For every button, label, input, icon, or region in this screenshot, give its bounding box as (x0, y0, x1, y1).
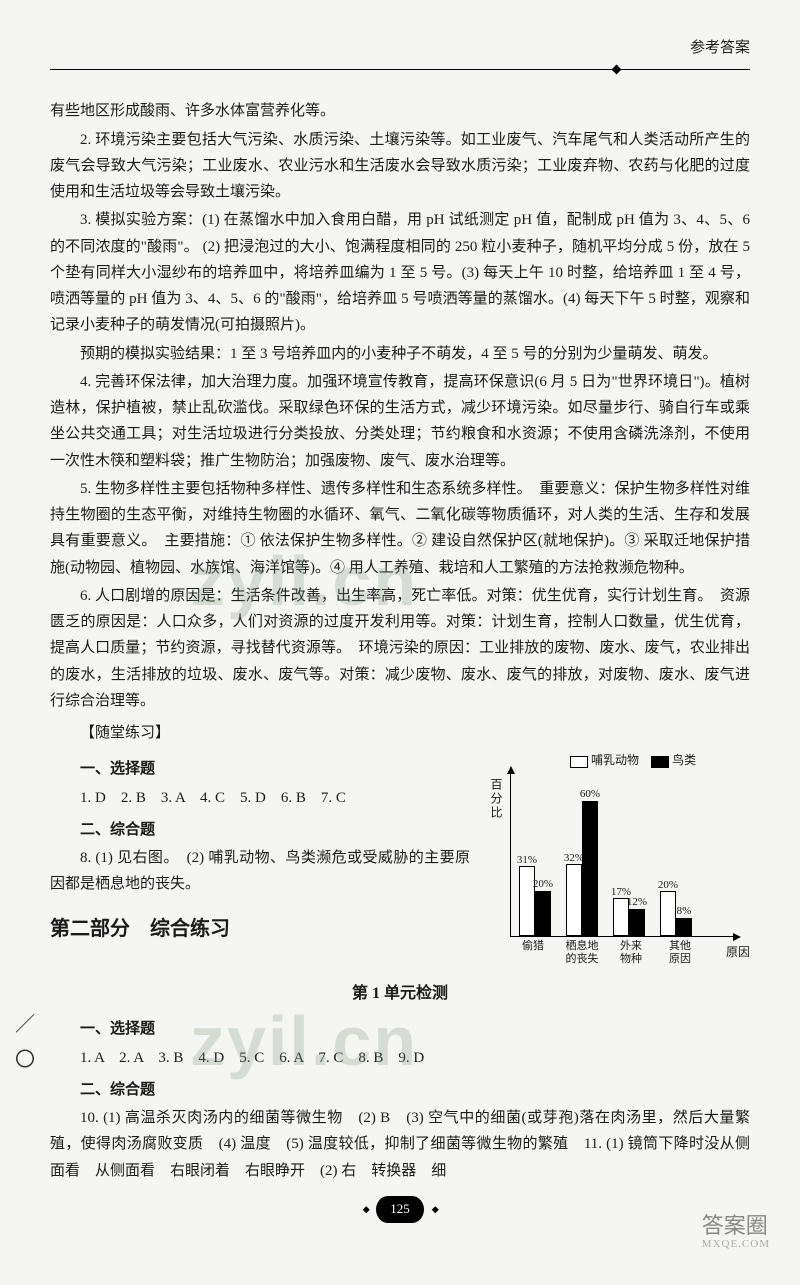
x-labels: 偷猎栖息地的丧失外来物种其他原因 (515, 940, 698, 965)
legend-label-b: 鸟类 (672, 753, 696, 767)
bar-label: 8% (677, 902, 692, 921)
y-axis-label: 百分比 (485, 778, 506, 820)
x-label: 外来物种 (613, 940, 649, 965)
para-4: 4. 完善环保法律，加大治理力度。加强环境宣传教育，提高环保意识(6 月 5 日… (50, 369, 750, 474)
legend-swatch-b (651, 756, 669, 768)
u1-choice-answers: 1. A 2. A 3. B 4. D 5. C 6. A 7. C 8. B … (50, 1045, 750, 1071)
bar-b: 60% (582, 801, 598, 936)
x-label: 栖息地的丧失 (564, 940, 600, 965)
x-label: 其他原因 (662, 940, 698, 965)
corner-sub: MXQE.COM (702, 1238, 770, 1250)
plot-area: 31%20%32%60%17%12%20%8% (510, 772, 735, 937)
chart-legend: 哺乳动物 鸟类 (570, 750, 696, 771)
x-label: 偷猎 (515, 940, 551, 965)
para-3: 3. 模拟实验方案：(1) 在蒸馏水中加入食用白醋，用 pH 试纸测定 pH 值… (50, 207, 750, 338)
u1-choice-label: 一、选择题 (50, 1016, 750, 1042)
para-0: 有些地区形成酸雨、许多水体富营养化等。 (50, 98, 750, 124)
para-3b: 预期的模拟实验结果：1 至 3 号培养皿内的小麦种子不萌发，4 至 5 号的分别… (50, 341, 750, 367)
bars-group: 31%20%32%60%17%12%20%8% (519, 786, 692, 936)
choice-answers: 1. D 2. B 3. A 4. C 5. D 6. B 7. C (50, 785, 470, 811)
para-6: 6. 人口剧增的原因是：生活条件改善，出生率高，死亡率低。对策：优生优育，实行计… (50, 583, 750, 714)
bar-b: 20% (535, 891, 551, 936)
bar-b: 8% (676, 918, 692, 936)
legend-label-a: 哺乳动物 (591, 753, 639, 767)
bar-group: 31%20% (519, 866, 551, 936)
bar-label: 20% (533, 875, 553, 894)
para-10: 10. (1) 高温杀灭肉汤内的细菌等微生物 (2) B (3) 空气中的细菌(… (50, 1105, 750, 1184)
bar-label: 31% (517, 851, 537, 870)
bar-label: 12% (627, 893, 647, 912)
side-mark: ／〇 (15, 1008, 35, 1078)
bar-a: 20% (660, 891, 676, 936)
bar-chart: 哺乳动物 鸟类 百分比 31%20%32%60%17%12%20%8% 偷猎栖息… (485, 750, 745, 980)
corner-mark: 答案圈 MXQE.COM (702, 1214, 770, 1250)
legend-swatch-a (570, 756, 588, 768)
para-2: 2. 环境污染主要包括大气污染、水质污染、土壤污染等。如工业废气、汽车尾气和人类… (50, 127, 750, 206)
bar-group: 17%12% (613, 898, 645, 936)
bar-b: 12% (629, 909, 645, 936)
u1-comp-label: 二、综合题 (50, 1077, 750, 1103)
practice-label: 【随堂练习】 (50, 720, 750, 746)
header-title: 参考答案 (50, 35, 750, 61)
corner-main: 答案圈 (702, 1214, 770, 1238)
bar-group: 20%8% (660, 891, 692, 936)
unit1-title: 第 1 单元检测 (50, 980, 750, 1008)
part2-title: 第二部分 综合练习 (50, 912, 470, 947)
bar-label: 20% (658, 876, 678, 895)
para-8: 8. (1) 见右图。 (2) 哺乳动物、鸟类濒危或受威胁的主要原因都是栖息地的… (50, 845, 470, 898)
comp-label: 二、综合题 (50, 817, 470, 843)
chart-container: 哺乳动物 鸟类 百分比 31%20%32%60%17%12%20%8% 偷猎栖息… (485, 750, 750, 980)
bar-group: 32%60% (566, 801, 598, 936)
bar-a: 32% (566, 864, 582, 936)
choice-label: 一、选择题 (50, 756, 470, 782)
page-number-wrap: 125 (50, 1196, 750, 1223)
page-number: 125 (376, 1196, 424, 1223)
para-5: 5. 生物多样性主要包括物种多样性、遗传多样性和生态系统多样性。 重要意义：保护… (50, 476, 750, 581)
content-left: 一、选择题 1. D 2. B 3. A 4. C 5. D 6. B 7. C… (50, 750, 470, 980)
x-axis-title: 原因 (726, 942, 750, 963)
header-divider (50, 69, 750, 70)
content-row: 一、选择题 1. D 2. B 3. A 4. C 5. D 6. B 7. C… (50, 750, 750, 980)
bar-label: 60% (580, 785, 600, 804)
